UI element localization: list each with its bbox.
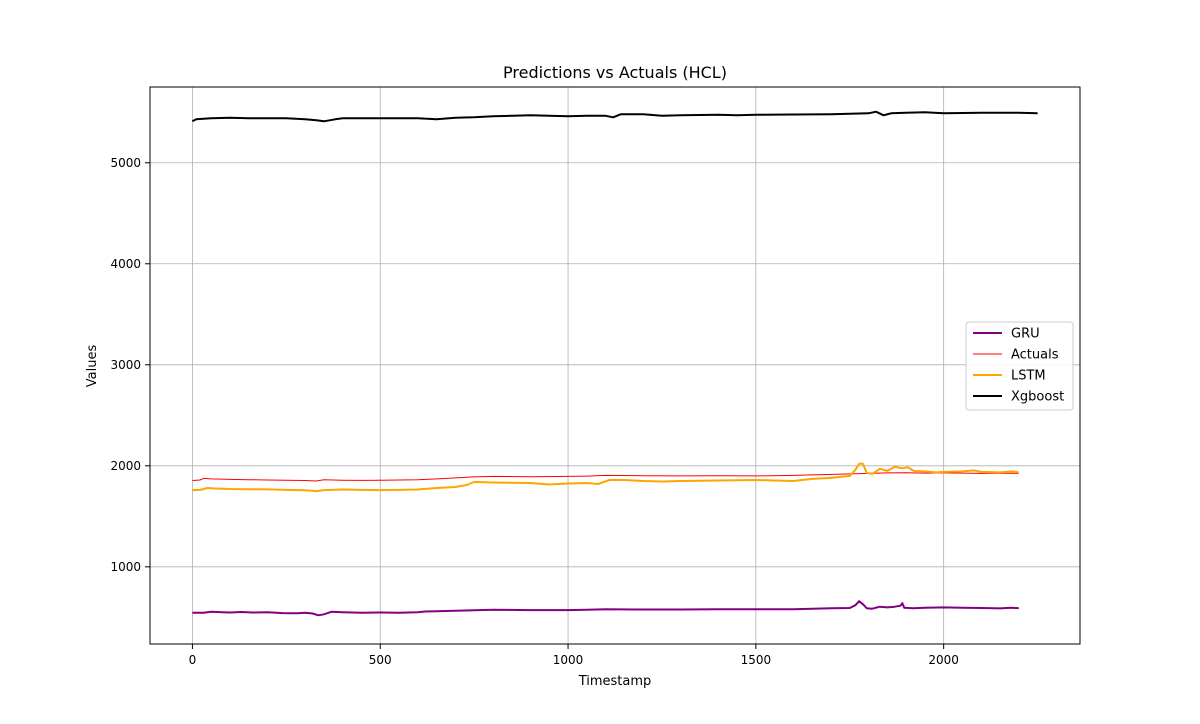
x-tick-label-1: 500 xyxy=(369,653,392,667)
series-line-gru xyxy=(192,600,1019,617)
legend-box xyxy=(965,321,1074,411)
x-tick-label-0: 0 xyxy=(189,653,197,667)
series-line-actuals xyxy=(192,472,1019,482)
grid-lines xyxy=(150,87,1080,644)
x-axis-label: Timestamp xyxy=(578,674,652,689)
plot-area-frame xyxy=(149,86,1081,645)
axis-ticks: 0 500 1000 1500 2000 1000 2000 3000 4000 5000 xyxy=(110,156,958,667)
series-line-xgboost xyxy=(191,110,1038,123)
series-line-lstm xyxy=(192,462,1019,493)
y-tick-label-4: 5000 xyxy=(110,156,141,170)
y-tick-label-2: 3000 xyxy=(110,358,141,372)
chart-title: Predictions vs Actuals (HCL) xyxy=(503,63,727,82)
y-tick-label-3: 4000 xyxy=(110,257,141,271)
x-tick-label-2: 1000 xyxy=(553,653,584,667)
legend-label-actuals: Actuals xyxy=(1011,348,1059,363)
y-axis-label: Values xyxy=(85,345,100,388)
y-tick-label-1: 2000 xyxy=(110,459,141,473)
series-lines xyxy=(191,110,1038,617)
legend: GRU Actuals LSTM Xgboost xyxy=(965,321,1074,411)
y-tick-label-0: 1000 xyxy=(110,560,141,574)
legend-label-xgboost: Xgboost xyxy=(1011,390,1064,405)
x-tick-label-3: 1500 xyxy=(741,653,772,667)
legend-label-lstm: LSTM xyxy=(1011,369,1046,384)
x-tick-label-4: 2000 xyxy=(928,653,959,667)
legend-label-gru: GRU xyxy=(1011,327,1040,342)
